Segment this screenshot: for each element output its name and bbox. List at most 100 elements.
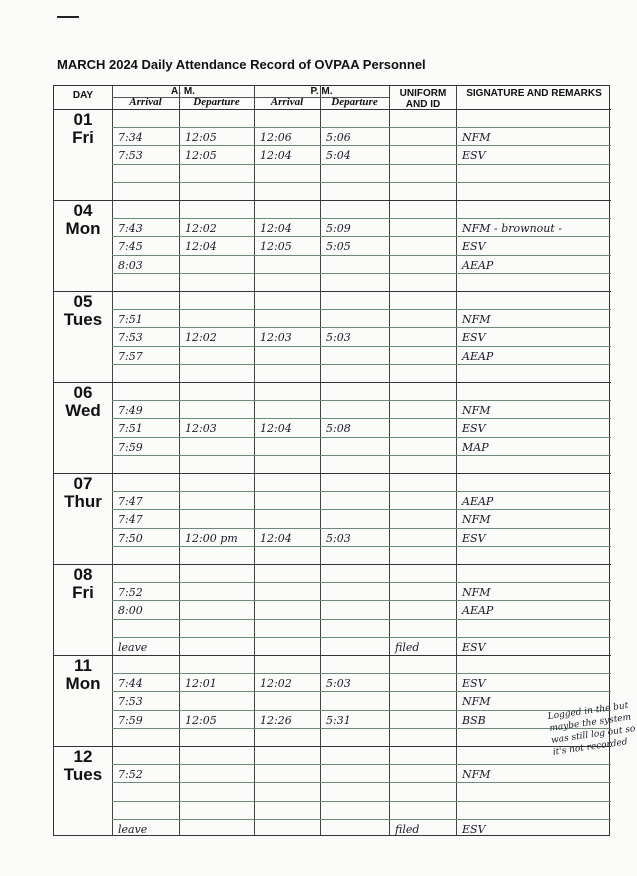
cell-am-departure[interactable]: 12:04 bbox=[185, 240, 217, 254]
cell-signature-remarks[interactable]: BSB bbox=[462, 713, 486, 727]
cell-signature-remarks[interactable]: ESV bbox=[462, 531, 486, 545]
day-name: Mon bbox=[65, 674, 101, 693]
cell-pm-departure[interactable]: 5:05 bbox=[326, 240, 351, 254]
cell-am-arrival[interactable]: leave bbox=[118, 640, 148, 654]
cell-signature-remarks[interactable]: NFM bbox=[462, 404, 491, 418]
row-line bbox=[112, 309, 611, 311]
cell-am-arrival[interactable]: 7:47 bbox=[118, 513, 143, 527]
cell-am-arrival[interactable]: 7:49 bbox=[118, 404, 143, 418]
cell-signature-remarks[interactable]: AEAP bbox=[462, 495, 494, 509]
cell-signature-remarks[interactable]: ESV bbox=[462, 822, 486, 836]
cell-am-arrival[interactable]: 7:51 bbox=[118, 313, 143, 327]
cell-pm-departure[interactable]: 5:03 bbox=[326, 331, 351, 345]
cell-am-departure[interactable]: 12:00 pm bbox=[185, 531, 238, 545]
cell-am-arrival[interactable]: 8:00 bbox=[118, 604, 143, 618]
cell-signature-remarks[interactable]: AEAP bbox=[462, 604, 494, 618]
row-line bbox=[112, 254, 611, 256]
cell-am-departure[interactable]: 12:02 bbox=[185, 331, 217, 345]
column-divider bbox=[320, 86, 321, 835]
cell-signature-remarks[interactable]: AEAP bbox=[462, 349, 494, 363]
cell-am-arrival[interactable]: 7:57 bbox=[118, 349, 143, 363]
cell-am-arrival[interactable]: 7:44 bbox=[118, 677, 143, 691]
cell-am-arrival[interactable]: 7:34 bbox=[118, 131, 143, 145]
row-line bbox=[112, 145, 611, 147]
cell-signature-remarks[interactable]: AEAP bbox=[462, 258, 494, 272]
cell-pm-arrival[interactable]: 12:04 bbox=[260, 222, 292, 236]
cell-signature-remarks[interactable]: NFM bbox=[462, 768, 491, 782]
cell-am-departure[interactable]: 12:01 bbox=[185, 677, 217, 691]
row-line bbox=[112, 582, 611, 584]
column-divider bbox=[254, 86, 255, 835]
cell-signature-remarks[interactable]: NFM - brownout - bbox=[462, 222, 562, 236]
cell-uniform-id[interactable]: filed bbox=[395, 640, 420, 654]
cell-pm-arrival[interactable]: 12:04 bbox=[260, 422, 292, 436]
cell-signature-remarks[interactable]: ESV bbox=[462, 677, 486, 691]
cell-am-departure[interactable]: 12:05 bbox=[185, 131, 217, 145]
cell-am-arrival[interactable]: 7:59 bbox=[118, 440, 143, 454]
cell-am-arrival[interactable]: 7:47 bbox=[118, 495, 143, 509]
cell-pm-arrival[interactable]: 12:04 bbox=[260, 531, 292, 545]
cell-signature-remarks[interactable]: MAP bbox=[462, 440, 489, 454]
cell-signature-remarks[interactable]: NFM bbox=[462, 586, 491, 600]
cell-am-departure[interactable]: 12:03 bbox=[185, 422, 217, 436]
row-line bbox=[112, 272, 611, 274]
row-line bbox=[112, 636, 611, 638]
cell-am-arrival[interactable]: 7:52 bbox=[118, 586, 143, 600]
cell-pm-departure[interactable]: 5:09 bbox=[326, 222, 351, 236]
cell-am-arrival[interactable]: 7:53 bbox=[118, 149, 143, 163]
cell-uniform-id[interactable]: filed bbox=[395, 822, 420, 836]
cell-pm-departure[interactable]: 5:03 bbox=[326, 677, 351, 691]
row-line bbox=[112, 236, 611, 238]
row-line bbox=[112, 181, 611, 183]
cell-pm-arrival[interactable]: 12:03 bbox=[260, 331, 292, 345]
cell-am-arrival[interactable]: 7:45 bbox=[118, 240, 143, 254]
cell-pm-departure[interactable]: 5:03 bbox=[326, 531, 351, 545]
day-label: 11 Mon bbox=[54, 657, 112, 693]
cell-signature-remarks[interactable]: ESV bbox=[462, 149, 486, 163]
cell-pm-arrival[interactable]: 12:06 bbox=[260, 131, 292, 145]
cell-am-arrival[interactable]: 7:51 bbox=[118, 422, 143, 436]
cell-pm-arrival[interactable]: 12:26 bbox=[260, 713, 292, 727]
cell-signature-remarks[interactable]: NFM bbox=[462, 131, 491, 145]
cell-pm-arrival[interactable]: 12:02 bbox=[260, 677, 292, 691]
day-label: 07 Thur bbox=[54, 475, 112, 511]
cell-am-arrival[interactable]: 7:59 bbox=[118, 713, 143, 727]
cell-am-departure[interactable]: 12:02 bbox=[185, 222, 217, 236]
cell-am-arrival[interactable]: leave bbox=[118, 822, 148, 836]
row-line bbox=[112, 545, 611, 547]
cell-am-arrival[interactable]: 8:03 bbox=[118, 258, 143, 272]
cell-am-arrival[interactable]: 7:53 bbox=[118, 695, 143, 709]
day-number: 11 bbox=[74, 656, 92, 675]
cell-am-arrival[interactable]: 7:52 bbox=[118, 768, 143, 782]
margin-note: Logged in the but maybe the system was s… bbox=[547, 700, 637, 758]
day-label: 01 Fri bbox=[54, 111, 112, 147]
cell-pm-departure[interactable]: 5:04 bbox=[326, 149, 351, 163]
cell-am-arrival[interactable]: 7:50 bbox=[118, 531, 143, 545]
row-line bbox=[112, 363, 611, 365]
row-line bbox=[112, 800, 611, 802]
cell-pm-arrival[interactable]: 12:05 bbox=[260, 240, 292, 254]
cell-signature-remarks[interactable]: NFM bbox=[462, 695, 491, 709]
cell-signature-remarks[interactable]: NFM bbox=[462, 513, 491, 527]
row-line bbox=[112, 454, 611, 456]
cell-signature-remarks[interactable]: ESV bbox=[462, 422, 486, 436]
day-divider bbox=[54, 564, 611, 565]
cell-pm-arrival[interactable]: 12:04 bbox=[260, 149, 292, 163]
row-line bbox=[112, 509, 611, 511]
day-name: Mon bbox=[65, 219, 101, 238]
cell-signature-remarks[interactable]: NFM bbox=[462, 313, 491, 327]
day-divider bbox=[54, 746, 611, 747]
day-label: 12 Tues bbox=[54, 748, 112, 784]
cell-pm-departure[interactable]: 5:31 bbox=[326, 713, 351, 727]
cell-am-arrival[interactable]: 7:43 bbox=[118, 222, 143, 236]
pen-mark bbox=[57, 16, 79, 18]
cell-signature-remarks[interactable]: ESV bbox=[462, 640, 486, 654]
cell-signature-remarks[interactable]: ESV bbox=[462, 331, 486, 345]
row-line bbox=[112, 127, 611, 129]
cell-am-arrival[interactable]: 7:53 bbox=[118, 331, 143, 345]
cell-signature-remarks[interactable]: ESV bbox=[462, 240, 486, 254]
cell-pm-departure[interactable]: 5:08 bbox=[326, 422, 351, 436]
cell-am-departure[interactable]: 12:05 bbox=[185, 713, 217, 727]
cell-am-departure[interactable]: 12:05 bbox=[185, 149, 217, 163]
cell-pm-departure[interactable]: 5:06 bbox=[326, 131, 351, 145]
